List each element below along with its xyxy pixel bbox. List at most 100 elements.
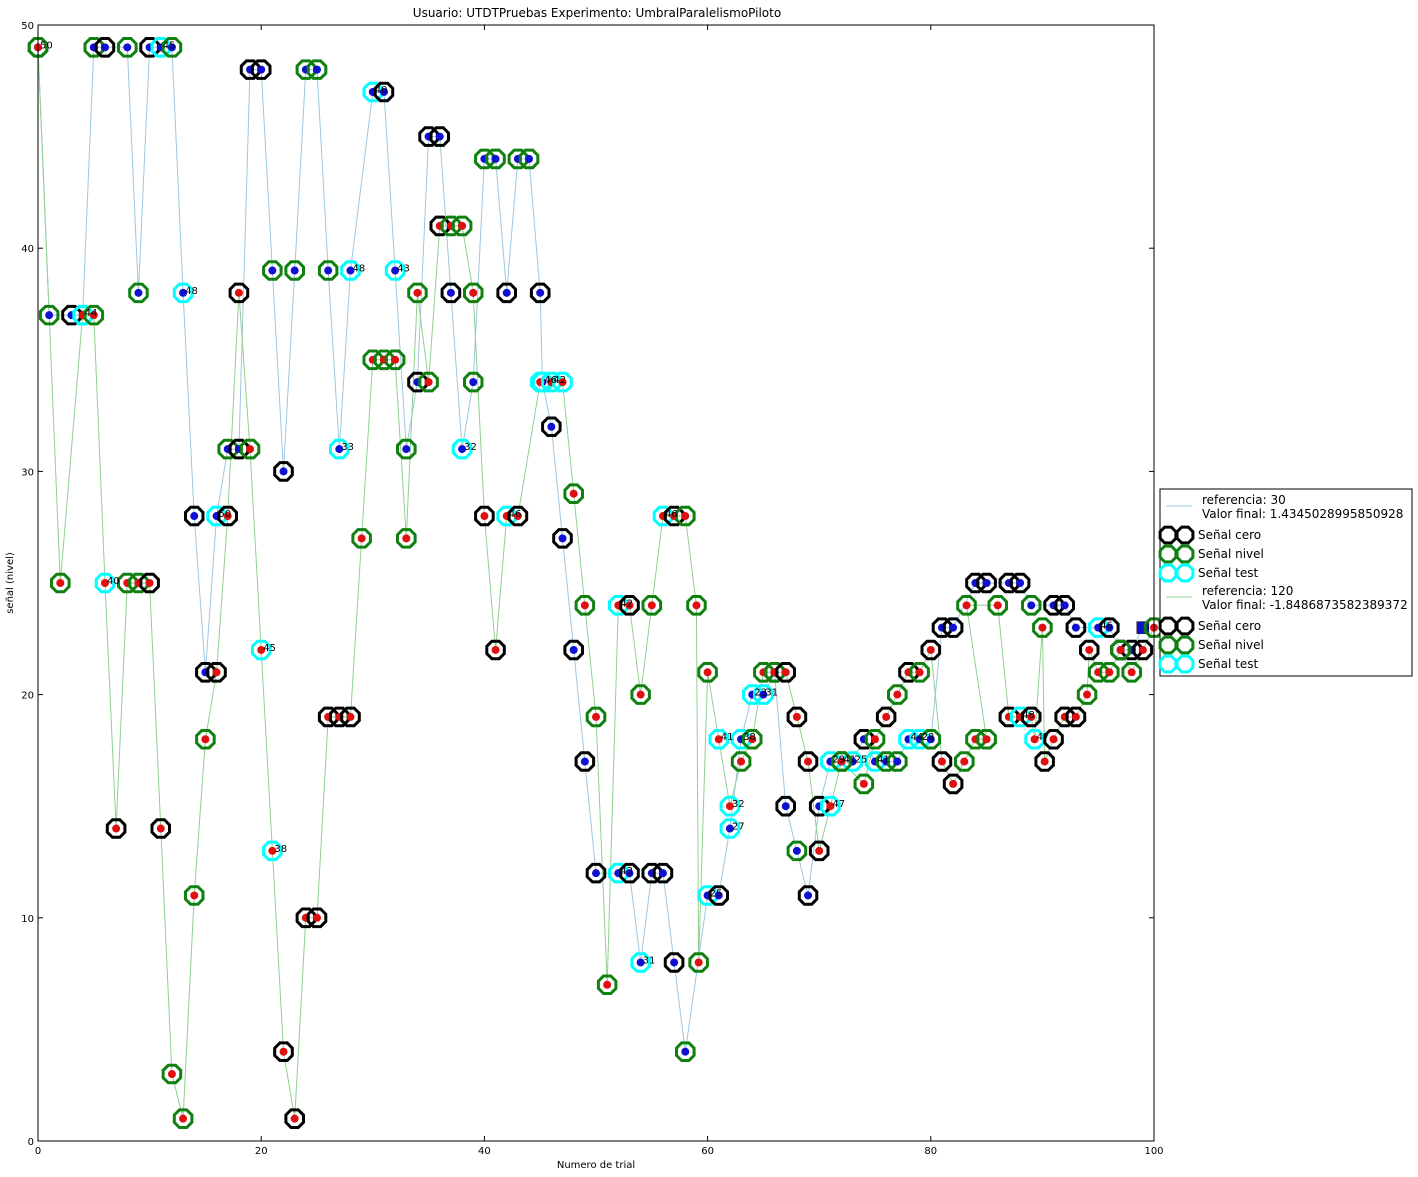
data-point [179,1114,188,1123]
data-point [982,735,991,744]
point-label: 46 [1100,621,1113,632]
data-point [167,1070,176,1079]
point-label: 42 [620,598,633,609]
ring-marker-cero [139,37,160,58]
data-point [658,869,667,878]
point-label: 48 [1022,710,1035,721]
ring-marker-cero [775,662,796,683]
ring-marker-nivel [317,260,339,281]
ring-marker-cero [942,773,964,795]
ring-marker-cero [641,862,663,884]
ring-marker-cero [228,438,250,460]
data-point [915,668,924,677]
ring-marker-test [340,260,361,281]
ring-marker-test [1024,729,1045,750]
point-label: 43 [397,264,410,275]
ring-marker-cero [931,617,953,638]
ring-marker-nivel [1110,639,1131,661]
ring-marker-cero [619,862,640,884]
data-point [257,65,266,74]
data-point [246,445,255,454]
axes: 0 20 40 60 80 100 0 10 20 30 40 50 [21,21,1163,1157]
data-point [1049,735,1058,744]
ring-marker-cero [998,572,1020,594]
data-point [212,668,221,677]
data-point [268,266,277,275]
ring-marker-cero [485,639,506,661]
legend-entry-label: referencia: 120 [1202,584,1293,598]
ring-marker-cero [429,215,450,237]
data-point [156,824,165,833]
data-point [179,288,188,297]
ring-marker-cero [239,59,261,80]
ring-marker-cero [976,572,997,594]
point-label: 38 [743,732,756,743]
data-point [513,512,522,521]
ring-marker-cero [1065,617,1087,638]
data-point [937,757,946,766]
ring-marker-test [898,729,919,750]
ring-marker-cero [1099,617,1120,638]
ring-marker-cero [418,126,439,147]
ring-marker-nivel [295,59,317,80]
ring-marker-cero [105,818,127,839]
x-tick-label: 100 [1144,1146,1163,1157]
ring-marker-nivel [1087,662,1109,683]
x-tick-label: 40 [478,1146,491,1157]
legend-ring-swatch [1158,563,1178,583]
ring-marker-cero [663,952,685,973]
ring-marker-cero [942,617,964,638]
x-axis-label: Numero de trial [557,1160,635,1171]
data-point [1116,645,1125,654]
ring-marker-cero [1121,639,1142,661]
ring-marker-cero [228,282,250,304]
point-label: 46 [509,509,522,520]
y-tick-label: 0 [28,1137,34,1148]
data-point [313,65,321,74]
ring-marker-cero [474,505,495,527]
data-point [792,846,801,855]
data-point [279,467,288,476]
ring-marker-cero [317,706,339,728]
ring-marker-cero [340,706,361,728]
plot-markers [27,37,1165,1129]
legend-entry-label: Señal cero [1198,619,1261,633]
ring-marker-test [72,304,93,326]
ring-marker-nivel [373,349,395,371]
point-label: 47 [832,799,845,810]
data-point [446,288,455,297]
point-label: 33 [341,442,354,453]
ring-marker-cero [574,751,596,772]
point-label: 25 [855,755,868,766]
ring-marker-nivel [239,438,261,460]
point-label: 43 [620,866,633,877]
ring-marker-nivel [83,304,105,326]
data-point [346,266,355,275]
ring-marker-cero [1009,572,1031,594]
ring-marker-nivel [507,148,529,170]
ring-marker-test [541,371,562,393]
series-line-1 [37,47,1155,1119]
point-label: 44 [85,308,98,319]
legend-ring-swatch [1175,635,1195,655]
ring-marker-nivel [853,773,875,795]
point-label: 41 [721,732,734,743]
ring-marker-nivel [630,684,651,705]
data-point [580,601,589,610]
ring-marker-cero [585,862,607,884]
ring-marker-cero [284,1108,305,1129]
point-label: 50 [219,509,232,520]
data-point [569,645,578,654]
ring-marker-nivel [831,751,852,772]
ring-marker-nivel [117,572,138,594]
ring-marker-nivel [764,662,785,683]
legend-ring-swatch [1158,616,1178,636]
ring-marker-nivel [688,952,709,973]
data-point [1083,690,1092,699]
ring-marker-nivel [50,572,71,594]
data-point [190,512,199,521]
point-label: 42 [553,375,566,386]
ring-marker-cero [507,505,529,527]
ring-marker-cero [195,662,216,683]
data-point [391,355,400,364]
